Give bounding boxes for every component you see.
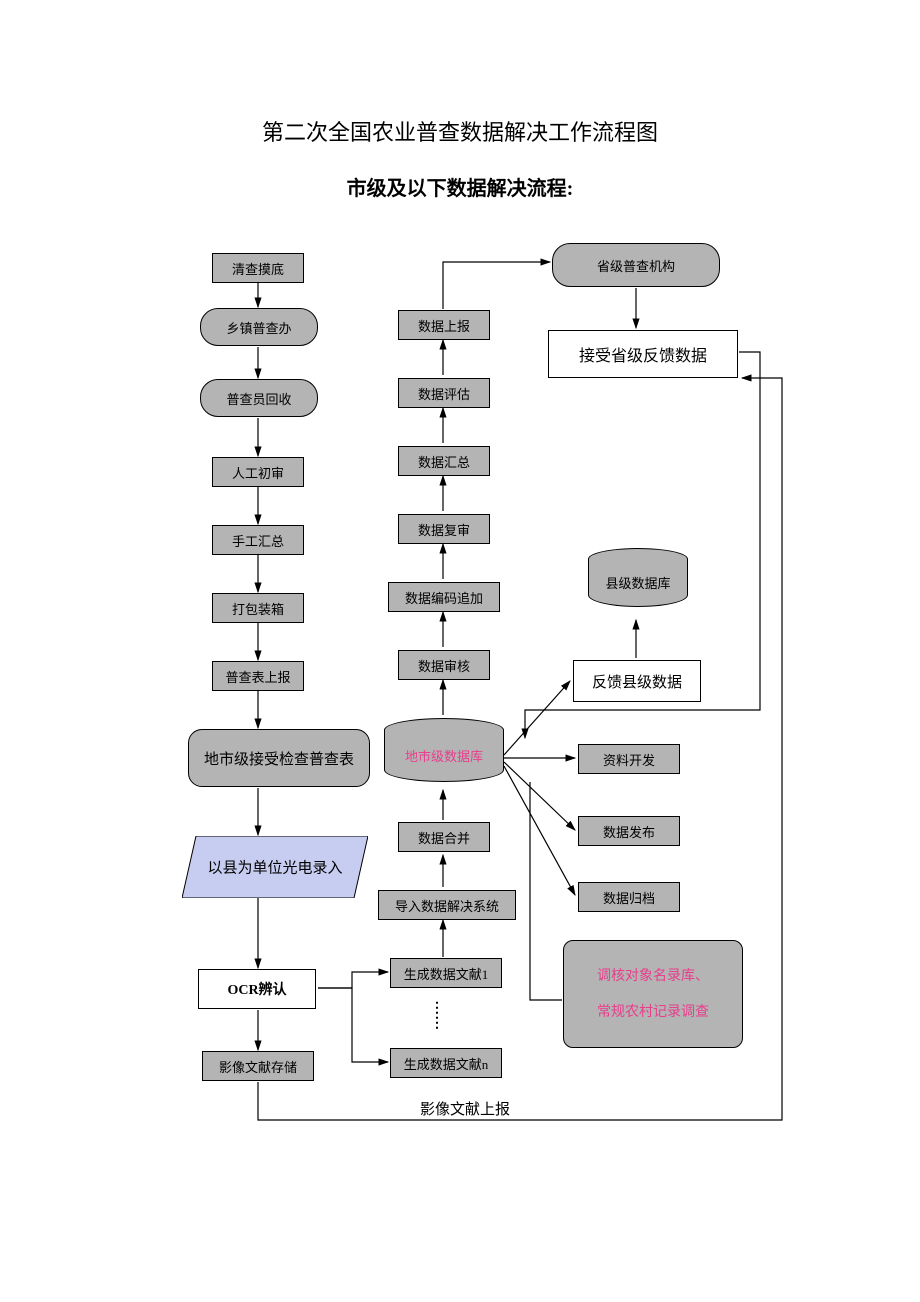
db-b7: 地市级数据库 xyxy=(384,730,504,782)
node-c2: 接受省级反馈数据 xyxy=(548,330,738,378)
dots2: ⋮ xyxy=(430,1015,446,1032)
node-b4: 数据复审 xyxy=(398,514,490,544)
node-a2: 乡镇普查办 xyxy=(200,308,318,346)
node-b2: 数据评估 xyxy=(398,378,490,408)
node-c8: 调核对象名录库、 常规农村记录调查 xyxy=(563,940,743,1048)
node-a5: 手工汇总 xyxy=(212,525,304,555)
node-b8: 数据合并 xyxy=(398,822,490,852)
node-b6: 数据审核 xyxy=(398,650,490,680)
node-c8-line2: 常规农村记录调查 xyxy=(574,995,732,1031)
node-b1: 数据上报 xyxy=(398,310,490,340)
node-a6: 打包装箱 xyxy=(212,593,304,623)
node-a7: 普查表上报 xyxy=(212,661,304,691)
page-title: 第二次全国农业普查数据解决工作流程图 xyxy=(0,115,920,147)
node-a1: 清查摸底 xyxy=(212,253,304,283)
caption-bottom: 影像文献上报 xyxy=(420,1098,510,1119)
db-c3: 县级数据库 xyxy=(588,559,688,607)
flowchart-page: 第二次全国农业普查数据解决工作流程图 市级及以下数据解决流程: xyxy=(0,0,920,1302)
node-c7: 数据归档 xyxy=(578,882,680,912)
node-c4: 反馈县级数据 xyxy=(573,660,701,702)
node-c1: 省级普查机构 xyxy=(552,243,720,287)
node-b3: 数据汇总 xyxy=(398,446,490,476)
node-a3: 普查员回收 xyxy=(200,379,318,417)
node-a4: 人工初审 xyxy=(212,457,304,487)
node-a11: 影像文献存储 xyxy=(202,1051,314,1081)
node-b9: 导入数据解决系统 xyxy=(378,890,516,920)
node-c5: 资料开发 xyxy=(578,744,680,774)
node-c8-line1: 调核对象名录库、 xyxy=(574,959,732,995)
node-a10: OCR辨认 xyxy=(198,969,316,1009)
page-subtitle: 市级及以下数据解决流程: xyxy=(0,172,920,201)
node-c6: 数据发布 xyxy=(578,816,680,846)
node-b5: 数据编码追加 xyxy=(388,582,500,612)
node-a8: 地市级接受检查普查表 xyxy=(188,729,370,787)
node-a9: 以县为单位光电录入 xyxy=(182,836,368,898)
node-b10: 生成数据文献1 xyxy=(390,958,502,988)
node-b11: 生成数据文献n xyxy=(390,1048,502,1078)
node-a9-label: 以县为单位光电录入 xyxy=(182,857,368,878)
